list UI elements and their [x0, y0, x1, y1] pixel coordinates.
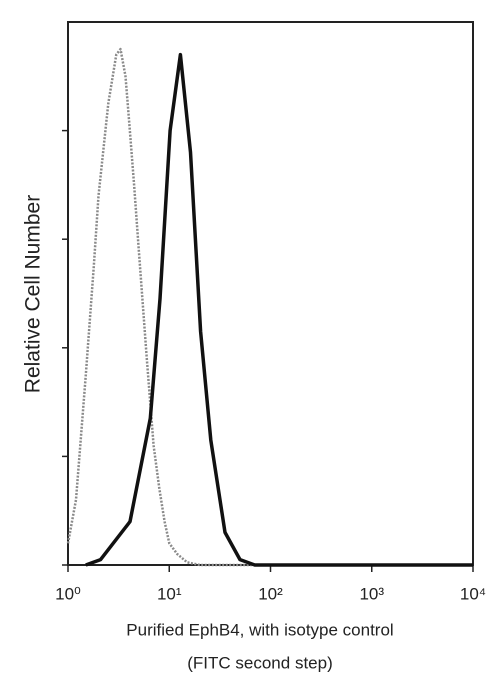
histogram-line	[85, 52, 473, 567]
y-axis-title: Relative Cell Number	[22, 195, 45, 393]
x-axis-subtitle: (FITC second step)	[187, 653, 333, 672]
x-tick-label: 10⁰	[55, 584, 81, 603]
x-tick-label: 10²	[258, 584, 283, 603]
x-tick-label: 10⁴	[460, 584, 486, 603]
x-tick-label: 10¹	[157, 584, 182, 603]
x-tick-label: 10³	[359, 584, 384, 603]
histogram-line	[66, 47, 473, 567]
x-axis-title: Purified EphB4, with isotype control	[126, 620, 393, 639]
